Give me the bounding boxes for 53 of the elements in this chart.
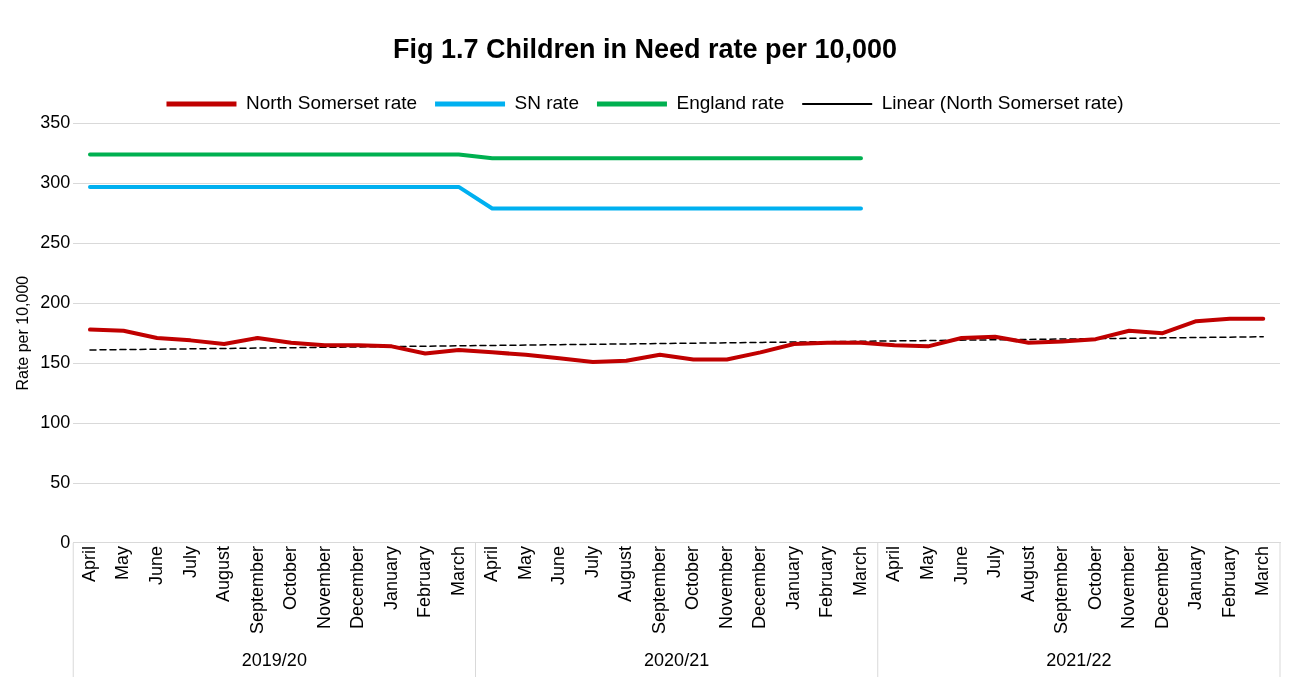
text: 2019/20 (241, 649, 307, 670)
chart-title: Fig 1.7 Children in Need rate per 10,000 (392, 33, 898, 64)
x-tick-label: April (481, 545, 502, 582)
y-tick-label: 350 (40, 112, 71, 133)
x-tick-label: August (213, 545, 234, 602)
x-tick-label: May (916, 545, 937, 580)
x-tick-label: May (514, 545, 535, 580)
y-axis-title: Rate per 10,000 (14, 275, 32, 391)
x-tick-label: November (1118, 545, 1139, 629)
y-tick-label: 300 (40, 172, 71, 193)
y-tick-label: 250 (40, 232, 71, 253)
y-tick-label: 200 (40, 292, 71, 313)
x-tick-label: October (1084, 545, 1105, 610)
x-tick-label: June (548, 545, 569, 585)
x-tick-label: July (179, 545, 200, 578)
text: 2020/21 (644, 649, 710, 670)
x-tick-label: February (816, 545, 837, 618)
legend-label: England rate (676, 92, 785, 114)
x-tick-label: January (1185, 545, 1206, 610)
y-tick-label: 50 (50, 471, 71, 492)
y-tick-label: 100 (40, 412, 71, 433)
legend-label: North Somerset rate (245, 92, 418, 114)
x-tick-label: August (615, 545, 636, 602)
x-tick-label: March (849, 545, 870, 596)
x-tick-label: March (1252, 545, 1273, 596)
x-tick-label: January (380, 545, 401, 610)
x-tick-label: August (1017, 545, 1038, 602)
x-tick-label: September (1051, 545, 1072, 635)
x-tick-label: November (313, 545, 334, 629)
x-tick-label: April (883, 545, 904, 582)
x-tick-label: October (682, 545, 703, 610)
legend-label: Linear (North Somerset rate) (881, 92, 1124, 114)
x-tick-label: July (581, 545, 602, 578)
x-tick-label: February (414, 545, 435, 618)
x-tick-label: March (447, 545, 468, 596)
x-tick-label: October (280, 545, 301, 610)
x-tick-label: December (749, 545, 770, 629)
y-tick-label: 150 (40, 352, 71, 373)
x-tick-label: September (246, 545, 267, 635)
x-tick-label: December (1151, 545, 1172, 629)
x-tick-label: September (648, 545, 669, 635)
text: 2021/22 (1046, 649, 1112, 670)
x-tick-label: February (1218, 545, 1239, 618)
x-tick-label: June (950, 545, 971, 585)
x-tick-label: June (146, 545, 166, 585)
y-tick-label: 0 (60, 531, 71, 552)
x-tick-label: April (78, 545, 99, 582)
x-tick-label: January (782, 545, 803, 610)
x-tick-label: May (112, 545, 133, 580)
legend-label: SN rate (514, 92, 579, 114)
x-tick-label: July (984, 545, 1005, 578)
x-tick-label: December (347, 545, 368, 629)
x-tick-label: November (715, 545, 736, 629)
